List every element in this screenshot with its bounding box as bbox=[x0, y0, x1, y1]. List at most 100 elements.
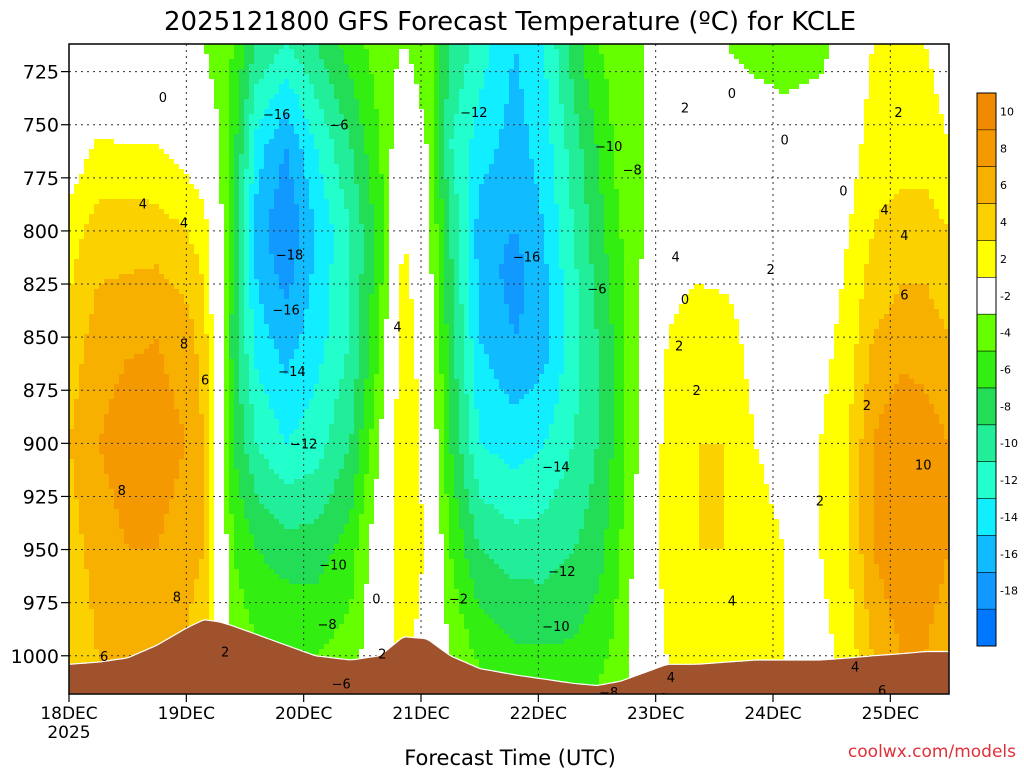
field-cell bbox=[104, 289, 110, 295]
field-cell bbox=[99, 449, 105, 455]
field-cell bbox=[109, 634, 115, 640]
field-cell bbox=[69, 164, 75, 170]
field-cell bbox=[94, 449, 100, 455]
field-cell bbox=[94, 239, 100, 245]
field-cell bbox=[89, 629, 95, 635]
field-cell bbox=[79, 149, 85, 155]
field-cell bbox=[69, 264, 75, 270]
field-cell bbox=[79, 44, 85, 50]
field-cell bbox=[99, 299, 105, 305]
field-cell bbox=[69, 219, 75, 225]
field-cell bbox=[79, 594, 85, 600]
field-cell bbox=[104, 399, 110, 405]
field-cell bbox=[114, 214, 120, 220]
field-cell bbox=[84, 544, 90, 550]
field-cell bbox=[69, 409, 75, 415]
field-cell bbox=[114, 59, 120, 65]
field-cell bbox=[99, 319, 105, 325]
field-cell bbox=[74, 399, 80, 405]
field-cell bbox=[114, 319, 120, 325]
field-cell bbox=[79, 219, 85, 225]
field-cell bbox=[84, 349, 90, 355]
field-cell bbox=[99, 569, 105, 575]
field-cell bbox=[89, 109, 95, 115]
field-cell bbox=[99, 224, 105, 230]
field-cell bbox=[124, 64, 130, 70]
field-cell bbox=[109, 294, 115, 300]
field-cell bbox=[99, 329, 105, 335]
field-cell bbox=[94, 144, 100, 150]
field-cell bbox=[119, 394, 125, 400]
field-cell bbox=[69, 84, 75, 90]
field-cell bbox=[74, 164, 80, 170]
field-cell bbox=[69, 229, 75, 235]
field-cell bbox=[99, 544, 105, 550]
field-cell bbox=[74, 644, 80, 650]
field-cell bbox=[94, 284, 100, 290]
field-cell bbox=[99, 359, 105, 365]
field-cell bbox=[79, 479, 85, 485]
field-cell bbox=[74, 599, 80, 605]
field-cell bbox=[114, 244, 120, 250]
field-cell bbox=[69, 294, 75, 300]
field-cell bbox=[89, 214, 95, 220]
field-cell bbox=[84, 119, 90, 125]
field-cell bbox=[114, 179, 120, 185]
field-cell bbox=[74, 634, 80, 640]
field-cell bbox=[109, 314, 115, 320]
field-cell bbox=[74, 49, 80, 55]
field-cell bbox=[69, 484, 75, 490]
field-cell bbox=[74, 184, 80, 190]
field-cell bbox=[79, 354, 85, 360]
field-cell bbox=[124, 154, 130, 160]
field-cell bbox=[94, 209, 100, 215]
field-cell bbox=[119, 374, 125, 380]
field-cell bbox=[94, 399, 100, 405]
field-cell bbox=[119, 614, 125, 620]
field-cell bbox=[104, 324, 110, 330]
field-cell bbox=[109, 564, 115, 570]
field-cell bbox=[104, 284, 110, 290]
field-cell bbox=[79, 364, 85, 370]
field-cell bbox=[99, 409, 105, 415]
field-cell bbox=[104, 424, 110, 430]
field-cell bbox=[79, 589, 85, 595]
field-cell bbox=[79, 499, 85, 505]
field-cell bbox=[79, 244, 85, 250]
field-cell bbox=[84, 304, 90, 310]
field-cell bbox=[84, 654, 90, 660]
field-cell bbox=[99, 369, 105, 375]
field-cell bbox=[119, 639, 125, 645]
field-cell bbox=[79, 199, 85, 205]
field-cell bbox=[104, 119, 110, 125]
field-cell bbox=[84, 574, 90, 580]
field-cell bbox=[114, 169, 120, 175]
field-cell bbox=[84, 139, 90, 145]
field-cell bbox=[104, 49, 110, 55]
field-cell bbox=[84, 534, 90, 540]
field-cell bbox=[79, 169, 85, 175]
field-cell bbox=[104, 614, 110, 620]
field-cell bbox=[99, 79, 105, 85]
field-cell bbox=[89, 274, 95, 280]
field-cell bbox=[104, 214, 110, 220]
field-cell bbox=[94, 359, 100, 365]
field-cell bbox=[84, 159, 90, 165]
field-cell bbox=[89, 409, 95, 415]
field-cell bbox=[99, 204, 105, 210]
field-cell bbox=[89, 59, 95, 65]
field-cell bbox=[89, 564, 95, 570]
field-cell bbox=[69, 344, 75, 350]
field-cell bbox=[109, 644, 115, 650]
field-cell bbox=[99, 424, 105, 430]
field-cell bbox=[94, 299, 100, 305]
field-cell bbox=[89, 304, 95, 310]
field-cell bbox=[89, 449, 95, 455]
field-cell bbox=[119, 644, 125, 650]
field-cell bbox=[114, 559, 120, 565]
field-cell bbox=[109, 239, 115, 245]
field-cell bbox=[109, 649, 115, 655]
field-cell bbox=[99, 49, 105, 55]
field-cell bbox=[89, 369, 95, 375]
field-cell bbox=[84, 84, 90, 90]
